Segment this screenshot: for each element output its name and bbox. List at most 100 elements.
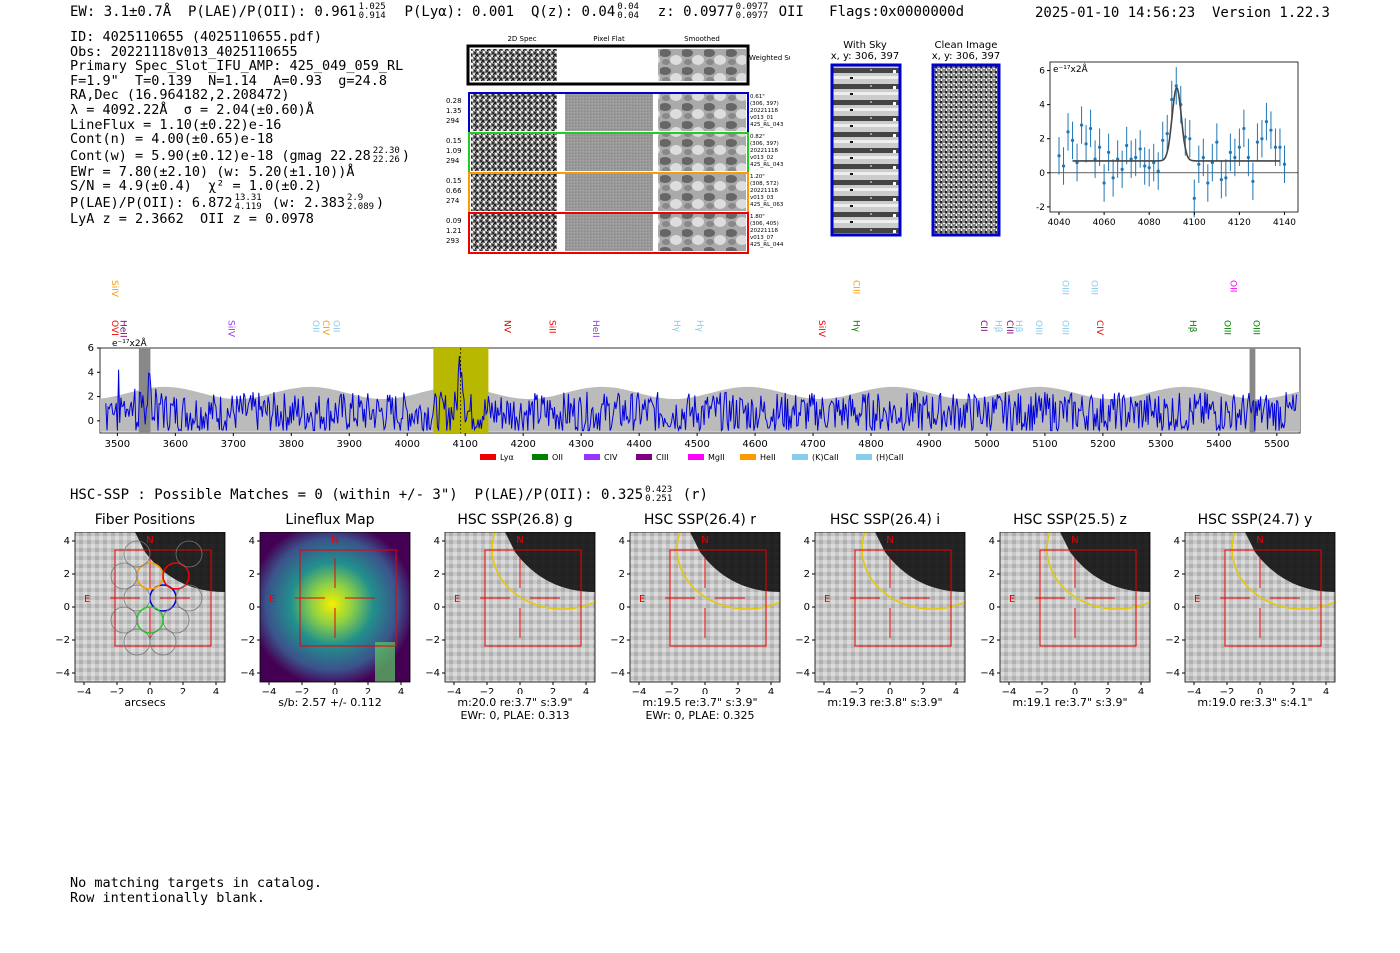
spectrum-xtick: 4500: [684, 439, 709, 450]
zoom-data-point: [1070, 138, 1075, 143]
spectrum-xtick: 3700: [221, 439, 246, 450]
spectrum-ytick: 4: [88, 367, 94, 378]
zoom-data-point: [1102, 181, 1106, 185]
info-id: ID: 4025110655 (4025110655.pdf): [70, 29, 322, 45]
zoom-xtick: 4140: [1273, 218, 1296, 228]
zoom-data-point: [1134, 155, 1138, 160]
zoom-data-point: [1161, 138, 1165, 143]
spec-row: 0.28 1.35 294 0.61"(306, 397)20221118v013_0…: [446, 92, 784, 134]
spec-row: 0.15 0.66 274 1.20"(308, 572)20221118v013_0…: [446, 172, 784, 214]
info-sn: S/N = 4.9(±0.4) χ² = 1.0(±0.2): [70, 178, 322, 195]
cutout-xtick: 0: [1257, 687, 1263, 694]
emission-line-label: Hγ: [671, 320, 681, 333]
legend-label: OII: [552, 453, 563, 462]
cutout-ytick: −2: [55, 635, 70, 646]
cutout-ytick: 4: [804, 536, 810, 547]
zoom-data-point: [1210, 160, 1214, 165]
zoom-data-point: [1093, 157, 1097, 161]
cutout-xtick: 0: [517, 687, 523, 694]
cutout-xtick: 2: [1290, 687, 1296, 694]
cutout-xtick: 4: [1323, 687, 1329, 694]
cutout-2: Lineflux Map N E −4 −4 −2 −2 0 0 2 2 4 4 s/b: 2.57 +/…: [240, 512, 420, 727]
emission-line-label: HeII: [117, 320, 127, 338]
timestamp-version: 2025-01-10 14:56:23 Version 1.22.3: [1034, 5, 1330, 21]
emission-line-label: OII: [1227, 280, 1237, 292]
cutout-ytick: 2: [619, 569, 625, 580]
compass-east: E: [824, 594, 830, 605]
cutout-xtick: −2: [110, 687, 125, 694]
zoom-data-point: [1264, 120, 1269, 124]
zoom-xtick: 4040: [1048, 218, 1071, 228]
cutout-ytick: 4: [64, 536, 70, 547]
legend-swatch: [532, 454, 548, 460]
cutout-caption: m:19.5 re:3.7" s:3.9": [642, 696, 758, 709]
zoom-data-point: [1088, 126, 1093, 131]
cutout-5: HSC SSP(26.4) i N E −4 −4 −2 −2 0 0 2 2 4 4 m:19.3 re…: [795, 512, 975, 727]
spec-row-right-label: 20221118: [750, 228, 778, 234]
legend-swatch: [480, 454, 496, 460]
zoomed-line-fit-plot: -2 0 2 4 6 4040 4060 4080 4100 4120 4140 e⁻¹⁷x2Å: [1036, 61, 1299, 228]
info-ewr: EWr = 7.80(±2.10) (w: 5.20(±1.10))Å: [70, 163, 355, 180]
cutout-ytick: 4: [434, 536, 440, 547]
cutout-xtick: 4: [953, 687, 959, 694]
zoom-data-point: [1084, 142, 1088, 146]
cutout-ytick: 2: [804, 569, 810, 580]
cutout-xtick: 4: [398, 687, 404, 694]
spec-row-left-label: 0.28: [446, 97, 462, 105]
emission-line-label: Hγ: [851, 320, 861, 333]
cutout-3: HSC SSP(26.8) g N E −4 −4 −2 −2 0 0 2 2 4 4 m:20.0 re…: [425, 512, 605, 727]
compass-north: N: [1256, 535, 1263, 546]
cutout-xtick: −4: [632, 687, 647, 694]
spec-row-left-label: 294: [446, 157, 460, 165]
cutout-xtick: 2: [180, 687, 186, 694]
cutout-ytick: −4: [795, 668, 810, 679]
zoom-data-point: [1116, 157, 1120, 161]
with-sky-image: [830, 63, 902, 237]
spectrum-xtick: 3600: [163, 439, 188, 450]
compass-north: N: [516, 535, 523, 546]
cutout-xtick: −4: [1187, 687, 1202, 694]
zoom-data-point: [1246, 155, 1250, 160]
weighted-sum-label: Weighted Sum: [749, 54, 790, 62]
cutout-ytick: 2: [64, 569, 70, 580]
fiber-position: [110, 562, 138, 590]
cutout-xtick: −2: [1220, 687, 1235, 694]
cutout-ytick: −2: [610, 635, 625, 646]
emission-line-label: OIII: [1222, 320, 1232, 335]
cutout-xtick: 0: [702, 687, 708, 694]
cutout-ytick: −2: [240, 635, 255, 646]
compass-east: E: [269, 594, 275, 605]
zoom-data-point: [1156, 169, 1160, 173]
masked-region: [138, 348, 151, 433]
col-label-flat: Pixel Flat: [593, 35, 625, 43]
cutout-caption-2: EWr: 0, PLAE: 0.313: [460, 709, 570, 722]
zoom-data-point: [1206, 181, 1210, 185]
legend-swatch: [740, 454, 756, 460]
cutout-ytick: 0: [804, 602, 810, 613]
masked-region: [1249, 348, 1256, 433]
info-contw: Cont(w) = 5.90(±0.12)e-18 (gmag 22.28 22.…: [70, 145, 410, 165]
spec-row-left-label: 0.09: [446, 217, 462, 225]
cutout-ytick: −4: [980, 668, 995, 679]
emission-line-label: OIII: [1088, 280, 1098, 295]
cutout-xtick: −2: [665, 687, 680, 694]
legend-swatch: [584, 454, 600, 460]
zoom-data-point: [1174, 84, 1178, 88]
zoom-data-point: [1138, 147, 1142, 151]
zoom-data-point: [1107, 150, 1111, 154]
emission-line-label: HeII: [590, 320, 600, 338]
zoom-data-point: [1098, 145, 1102, 149]
cutout-image: N E −4 −4 −2 −2 0 0 2 2 4 4: [55, 532, 226, 694]
zoom-ytick: 4: [1039, 101, 1045, 111]
cutout-image: N E −4 −4 −2 −2 0 0 2 2 4 4: [610, 532, 781, 694]
spectrum-xtick: 4800: [858, 439, 883, 450]
emission-line-label: NV: [502, 320, 512, 334]
info-lambda: λ = 4092.22Å σ = 2.04(±0.60)Å: [70, 101, 314, 118]
info-lineflux: LineFlux = 1.10(±0.22)e-16: [70, 116, 282, 133]
cutout-ytick: 2: [989, 569, 995, 580]
cutout-xtick: 4: [1138, 687, 1144, 694]
cutout-title: HSC SSP(26.8) g: [457, 512, 573, 528]
spectrum-ytick: 2: [88, 392, 94, 403]
cutout-ytick: −4: [1165, 668, 1180, 679]
cutout-image: N E −4 −4 −2 −2 0 0 2 2 4 4: [795, 532, 966, 694]
